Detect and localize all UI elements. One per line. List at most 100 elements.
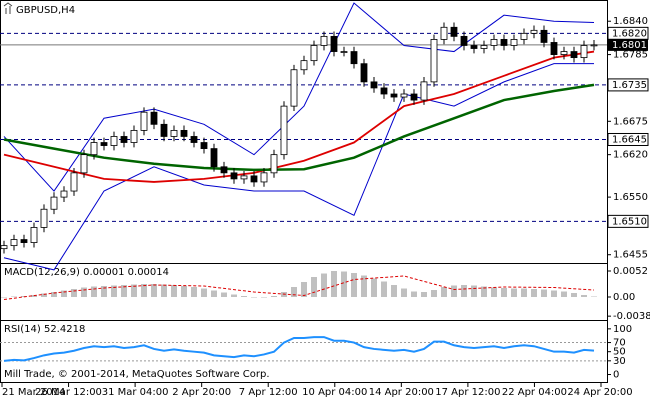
candle-body xyxy=(210,148,218,168)
macd-bar xyxy=(1,297,7,298)
candle-body xyxy=(100,142,108,146)
footer: Mill Trade, © 2001-2014, MetaQuotes Soft… xyxy=(4,369,270,380)
macd-bar xyxy=(411,291,417,297)
candle-body xyxy=(320,35,328,46)
candle-body xyxy=(270,154,278,174)
candle-body xyxy=(310,45,318,62)
x-tick-label: 10 Apr 04:00 xyxy=(302,387,367,398)
y-tick-label: 1.6675 xyxy=(613,116,648,127)
candle-body xyxy=(260,172,268,183)
indicator-line xyxy=(3,63,594,271)
macd-bar xyxy=(51,292,57,297)
y-tick-label: 70 xyxy=(613,338,626,349)
macd-bar xyxy=(431,290,437,297)
candle-body xyxy=(520,32,528,40)
macd-title: MACD(12,26,9) 0.00001 0.00014 xyxy=(4,267,169,278)
candle-body xyxy=(90,142,98,156)
macd-bar xyxy=(541,289,547,297)
macd-bar xyxy=(211,290,217,297)
rsi-title: RSI(14) 52.4218 xyxy=(4,324,85,335)
candle-body xyxy=(350,51,358,65)
level-label-box xyxy=(607,132,649,146)
candle-body xyxy=(500,39,508,46)
candle-body xyxy=(360,63,368,83)
macd-bar xyxy=(171,285,177,297)
macd-bar xyxy=(121,285,127,297)
macd-bar xyxy=(141,284,147,297)
candle-body xyxy=(450,26,458,37)
candle-body xyxy=(60,190,68,198)
macd-bar xyxy=(101,286,107,297)
candle-body xyxy=(30,227,38,243)
candle-body xyxy=(250,175,258,183)
macd-bar xyxy=(341,271,347,297)
x-tick-label: 7 Apr 12:00 xyxy=(239,387,298,398)
candle-body xyxy=(400,93,408,98)
level-label: 1.6645 xyxy=(612,134,647,145)
macd-bar xyxy=(371,278,377,297)
macd-bar xyxy=(451,285,457,297)
y-tick-label: 1.6455 xyxy=(613,250,648,261)
candle-body xyxy=(200,142,208,149)
candle-body xyxy=(580,45,588,59)
candle-body xyxy=(220,166,228,174)
candle-body xyxy=(130,129,138,143)
x-tick-label: 21 Mar 2014 xyxy=(2,387,65,398)
macd-bar xyxy=(221,292,227,297)
y-tick-label: 0.0052 xyxy=(613,266,648,277)
candle-body xyxy=(0,245,8,250)
candle-body xyxy=(390,93,398,98)
macd-bar xyxy=(191,287,197,297)
x-tick-label: 22 Apr 04:00 xyxy=(502,387,567,398)
macd-bar xyxy=(501,288,507,297)
macd-bar xyxy=(581,295,587,297)
candle-body xyxy=(590,44,598,47)
macd-bar xyxy=(571,293,577,297)
candle-body xyxy=(160,123,168,137)
y-tick-label: 1.6620 xyxy=(613,150,648,161)
macd-bar xyxy=(481,286,487,297)
y-tick-label: 100 xyxy=(613,324,632,335)
candle-body xyxy=(410,93,418,101)
candle-body xyxy=(570,51,578,59)
macd-bar xyxy=(361,275,367,297)
macd-bar xyxy=(421,292,427,297)
candle-body xyxy=(170,129,178,137)
macd-bar xyxy=(521,288,527,297)
macd-bar xyxy=(461,285,467,297)
candle-body xyxy=(300,60,308,71)
macd-bar xyxy=(491,287,497,297)
x-tick-label: 24 Apr 20:00 xyxy=(567,387,632,398)
macd-bar xyxy=(181,286,187,297)
y-tick-label: 1.6840 xyxy=(613,16,648,27)
y-tick-label: 0 xyxy=(613,370,619,381)
candle-body xyxy=(230,172,238,180)
level-label-box xyxy=(607,78,649,92)
macd-bar xyxy=(441,287,447,297)
candle-body xyxy=(440,26,448,40)
x-tick-label: 2 Apr 20:00 xyxy=(172,387,231,398)
indicator-line xyxy=(3,83,595,172)
candle-body xyxy=(380,87,388,95)
y-tick-label: -0.00383 xyxy=(613,311,650,322)
macd-bar xyxy=(311,277,317,297)
macd-bar xyxy=(81,287,87,297)
macd-bar xyxy=(131,284,137,297)
macd-bar xyxy=(11,296,17,297)
macd-bar xyxy=(381,281,387,297)
macd-bar xyxy=(561,291,567,297)
candle-body xyxy=(340,51,348,53)
candle-body xyxy=(80,154,88,174)
y-tick-label: 0.00 xyxy=(613,292,635,303)
symbol-icon xyxy=(3,2,13,14)
macd-bar xyxy=(271,296,277,297)
macd-bar xyxy=(591,296,597,297)
y-tick-label: 1.6550 xyxy=(613,192,648,203)
indicator-line xyxy=(3,50,595,183)
macd-bar xyxy=(351,273,357,297)
candle-body xyxy=(430,39,438,83)
candle-body xyxy=(180,129,188,137)
candle-body xyxy=(490,39,498,46)
